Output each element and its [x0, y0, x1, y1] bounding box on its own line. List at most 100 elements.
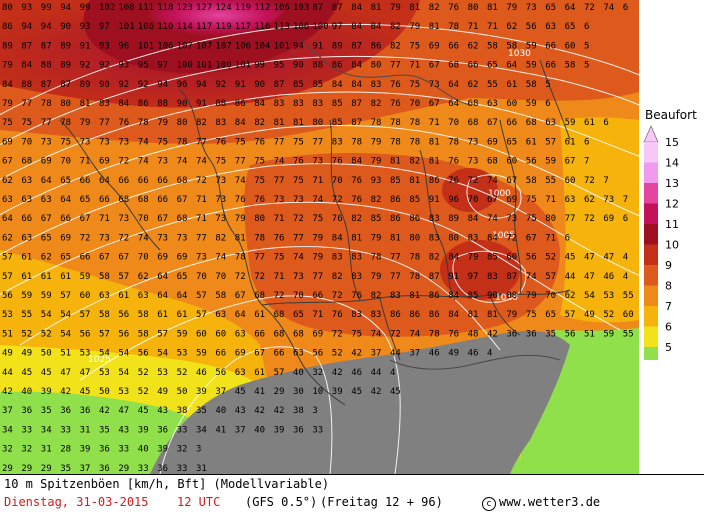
gust-value: 46	[429, 349, 440, 359]
gust-value: 56	[80, 329, 91, 339]
gust-value: 42	[351, 349, 362, 359]
gust-value: 69	[235, 349, 246, 359]
gust-value: 57	[565, 310, 576, 320]
gust-value: 7	[623, 195, 628, 205]
gust-value: 34	[2, 425, 13, 435]
gust-value: 76	[332, 310, 343, 320]
gust-value: 63	[487, 99, 498, 109]
gust-value: 32	[177, 445, 188, 455]
gust-value: 47	[584, 253, 595, 263]
gust-value: 49	[157, 387, 168, 397]
gust-value: 61	[60, 272, 71, 282]
gust-value: 32	[312, 368, 323, 378]
gust-value: 58	[565, 61, 576, 71]
gust-value: 75	[60, 137, 71, 147]
gust-value: 46	[468, 349, 479, 359]
gust-value: 76	[390, 99, 401, 109]
valid-time-text: 12 UTC	[176, 495, 221, 509]
gust-value: 96	[177, 80, 188, 90]
gust-value: 78	[409, 118, 420, 128]
gust-value: 87	[274, 80, 285, 90]
gust-value: 61	[177, 310, 188, 320]
gust-value: 87	[60, 80, 71, 90]
gust-value: 79	[390, 3, 401, 13]
gust-value: 75	[254, 157, 265, 167]
gust-value: 69	[312, 329, 323, 339]
gust-value: 80	[177, 118, 188, 128]
gust-value: 74	[371, 329, 382, 339]
gust-value: 101	[196, 61, 212, 71]
gust-value: 63	[41, 195, 52, 205]
gust-value: 76	[448, 157, 459, 167]
gust-value: 62	[506, 22, 517, 32]
gust-value: 61	[21, 253, 32, 263]
gust-value: 78	[448, 22, 459, 32]
gust-value: 64	[235, 310, 246, 320]
gust-value: 42	[254, 406, 265, 416]
gust-value: 86	[2, 22, 13, 32]
gust-value: 81	[487, 310, 498, 320]
gust-value: 60	[565, 176, 576, 186]
gust-value: 55	[545, 176, 556, 186]
gust-value: 82	[196, 118, 207, 128]
gust-value: 35	[545, 329, 556, 339]
gust-value: 6	[623, 214, 628, 224]
gust-value: 119	[215, 22, 231, 32]
gust-value: 47	[80, 368, 91, 378]
gust-value: 30	[293, 387, 304, 397]
gust-value: 49	[2, 349, 13, 359]
gust-value: 100	[312, 22, 328, 32]
gust-value: 53	[603, 291, 614, 301]
gust-value: 67	[157, 214, 168, 224]
gust-value: 42	[487, 329, 498, 339]
gust-value: 79	[235, 214, 246, 224]
gust-value: 82	[215, 233, 226, 243]
gust-value: 70	[215, 272, 226, 282]
gust-value: 107	[177, 41, 193, 51]
gust-value: 69	[41, 157, 52, 167]
gust-value: 93	[118, 61, 129, 71]
gust-value: 39	[274, 425, 285, 435]
gust-value: 79	[371, 137, 382, 147]
isobar-label: 1025	[88, 355, 111, 365]
gust-value: 75	[312, 214, 323, 224]
gust-value: 83	[351, 310, 362, 320]
gust-value: 50	[99, 387, 110, 397]
gust-value: 84	[351, 157, 362, 167]
gust-value: 119	[235, 3, 251, 13]
gust-value: 40	[215, 406, 226, 416]
gust-value: 80	[2, 3, 13, 13]
gust-value: 65	[545, 310, 556, 320]
gust-value: 79	[506, 3, 517, 13]
gust-value: 58	[138, 329, 149, 339]
gust-value: 88	[215, 99, 226, 109]
gust-value: 85	[487, 253, 498, 263]
gust-value: 78	[448, 137, 459, 147]
gust-value: 73	[196, 253, 207, 263]
gust-value: 77	[390, 253, 401, 263]
gust-value: 74	[177, 157, 188, 167]
gust-value: 70	[545, 291, 556, 301]
gust-value: 71	[545, 233, 556, 243]
gust-value: 87	[429, 272, 440, 282]
gust-value: 52	[177, 368, 188, 378]
gust-value: 75	[215, 157, 226, 167]
gust-value: 106	[235, 41, 251, 51]
gust-value: 56	[526, 253, 537, 263]
gust-value: 89	[2, 41, 13, 51]
gust-value: 83	[351, 253, 362, 263]
gust-value: 79	[2, 99, 13, 109]
gust-value: 74	[235, 176, 246, 186]
gust-value: 111	[138, 3, 154, 13]
credit: c www.wetter3.de	[482, 495, 600, 511]
gust-value: 10	[312, 387, 323, 397]
gust-value: 62	[2, 176, 13, 186]
gust-value: 47	[60, 368, 71, 378]
gust-value: 70	[138, 214, 149, 224]
gust-value: 75	[157, 137, 168, 147]
gust-value: 42	[99, 406, 110, 416]
gust-value: 80	[312, 118, 323, 128]
gust-value: 39	[80, 445, 91, 455]
gust-value: 42	[371, 387, 382, 397]
gust-value: 110	[157, 22, 173, 32]
